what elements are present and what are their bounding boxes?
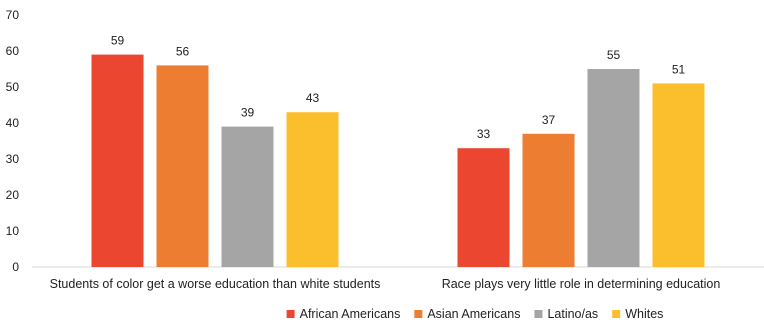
legend-item-african-americans: African Americans — [286, 307, 401, 321]
data-label: 43 — [306, 91, 320, 105]
legend-swatch — [534, 310, 543, 318]
category-labels: Students of color get a worse education … — [50, 277, 721, 291]
data-label: 55 — [607, 48, 621, 62]
bar-asian-americans-1 — [522, 133, 575, 267]
y-axis: 0 10 20 30 40 50 60 70 — [6, 8, 20, 274]
y-tick-label: 60 — [6, 44, 20, 58]
legend-label: African Americans — [300, 307, 401, 321]
bar-latino-as-0 — [221, 126, 274, 267]
y-tick-label: 20 — [6, 188, 20, 202]
data-labels: 59 56 39 43 33 37 55 51 — [111, 34, 686, 142]
bar-asian-americans-0 — [156, 65, 209, 268]
y-tick-label: 0 — [12, 260, 19, 274]
data-label: 59 — [111, 34, 125, 48]
bar-african-americans-1 — [457, 148, 510, 267]
data-label: 56 — [176, 44, 190, 58]
y-tick-label: 70 — [6, 8, 20, 22]
bar-whites-0 — [286, 112, 339, 267]
y-tick-label: 40 — [6, 116, 20, 130]
legend-swatch — [286, 310, 295, 318]
legend-item-whites: Whites — [612, 307, 663, 321]
bar-african-americans-0 — [91, 54, 144, 267]
legend-swatch — [414, 310, 423, 318]
category-label: Students of color get a worse education … — [50, 277, 381, 291]
data-label: 51 — [672, 62, 686, 76]
data-label: 39 — [241, 106, 255, 120]
bars — [91, 54, 705, 268]
legend-item-asian-americans: Asian Americans — [414, 307, 520, 321]
bar-latino-as-1 — [587, 69, 640, 267]
legend-label: Latino/as — [547, 307, 598, 321]
legend: African Americans Asian Americans Latino/a… — [286, 307, 663, 321]
legend-label: Asian Americans — [427, 307, 520, 321]
bar-whites-1 — [652, 83, 705, 268]
y-tick-label: 50 — [6, 80, 20, 94]
y-tick-label: 30 — [6, 152, 20, 166]
data-label: 33 — [477, 127, 491, 141]
legend-swatch — [612, 310, 621, 318]
y-tick-label: 10 — [6, 224, 20, 238]
category-label: Race plays very little role in determini… — [442, 277, 721, 291]
legend-item-latino-as: Latino/as — [534, 307, 598, 321]
data-label: 37 — [542, 113, 556, 127]
legend-label: Whites — [625, 307, 663, 321]
